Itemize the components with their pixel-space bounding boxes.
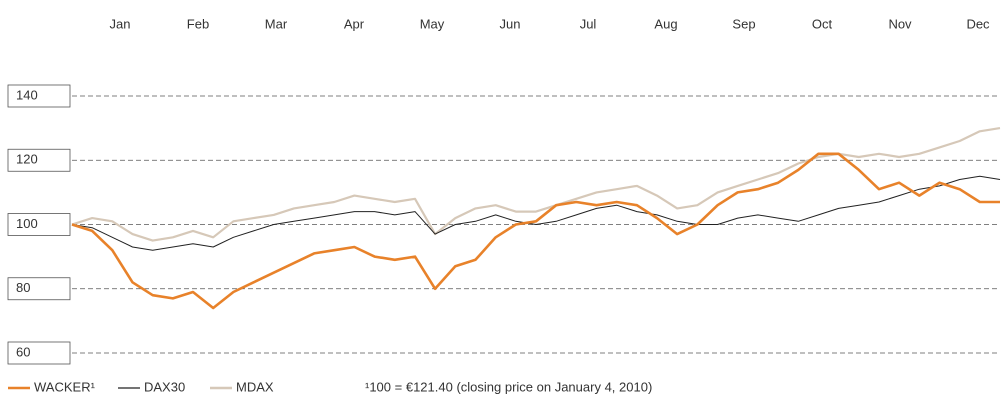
- x-tick-label: Nov: [888, 16, 912, 31]
- y-tick-label: 60: [16, 344, 30, 359]
- x-tick-label: Mar: [265, 16, 288, 31]
- x-tick-label: Oct: [812, 16, 833, 31]
- y-tick-label: 120: [16, 152, 38, 167]
- footnote: ¹100 = €121.40 (closing price on January…: [365, 379, 652, 394]
- y-tick-box: [7, 341, 71, 365]
- series-line: [71, 152, 1000, 310]
- x-tick-label: Feb: [187, 16, 209, 31]
- y-tick-label: 140: [16, 87, 38, 102]
- x-tick-label: Jun: [500, 16, 521, 31]
- y-tick-box: [7, 277, 71, 301]
- x-tick-label: Jul: [580, 16, 597, 31]
- y-tick-label: 100: [16, 216, 38, 231]
- y-tick-box: [7, 213, 71, 236]
- x-tick-label: May: [420, 16, 445, 31]
- legend-label: MDAX: [236, 379, 274, 394]
- x-tick-label: Jan: [110, 16, 131, 31]
- x-tick-label: Sep: [732, 16, 755, 31]
- y-tick-box: [7, 148, 71, 172]
- series-line: [71, 175, 1001, 251]
- x-tick-label: Apr: [344, 16, 365, 31]
- y-tick-label: 80: [16, 280, 30, 295]
- legend-label: DAX30: [144, 379, 185, 394]
- y-tick-box: [7, 84, 71, 108]
- legend-label: WACKER¹: [34, 379, 96, 394]
- x-tick-label: Aug: [654, 16, 677, 31]
- x-tick-label: Dec: [966, 16, 990, 31]
- series-line: [71, 127, 1001, 242]
